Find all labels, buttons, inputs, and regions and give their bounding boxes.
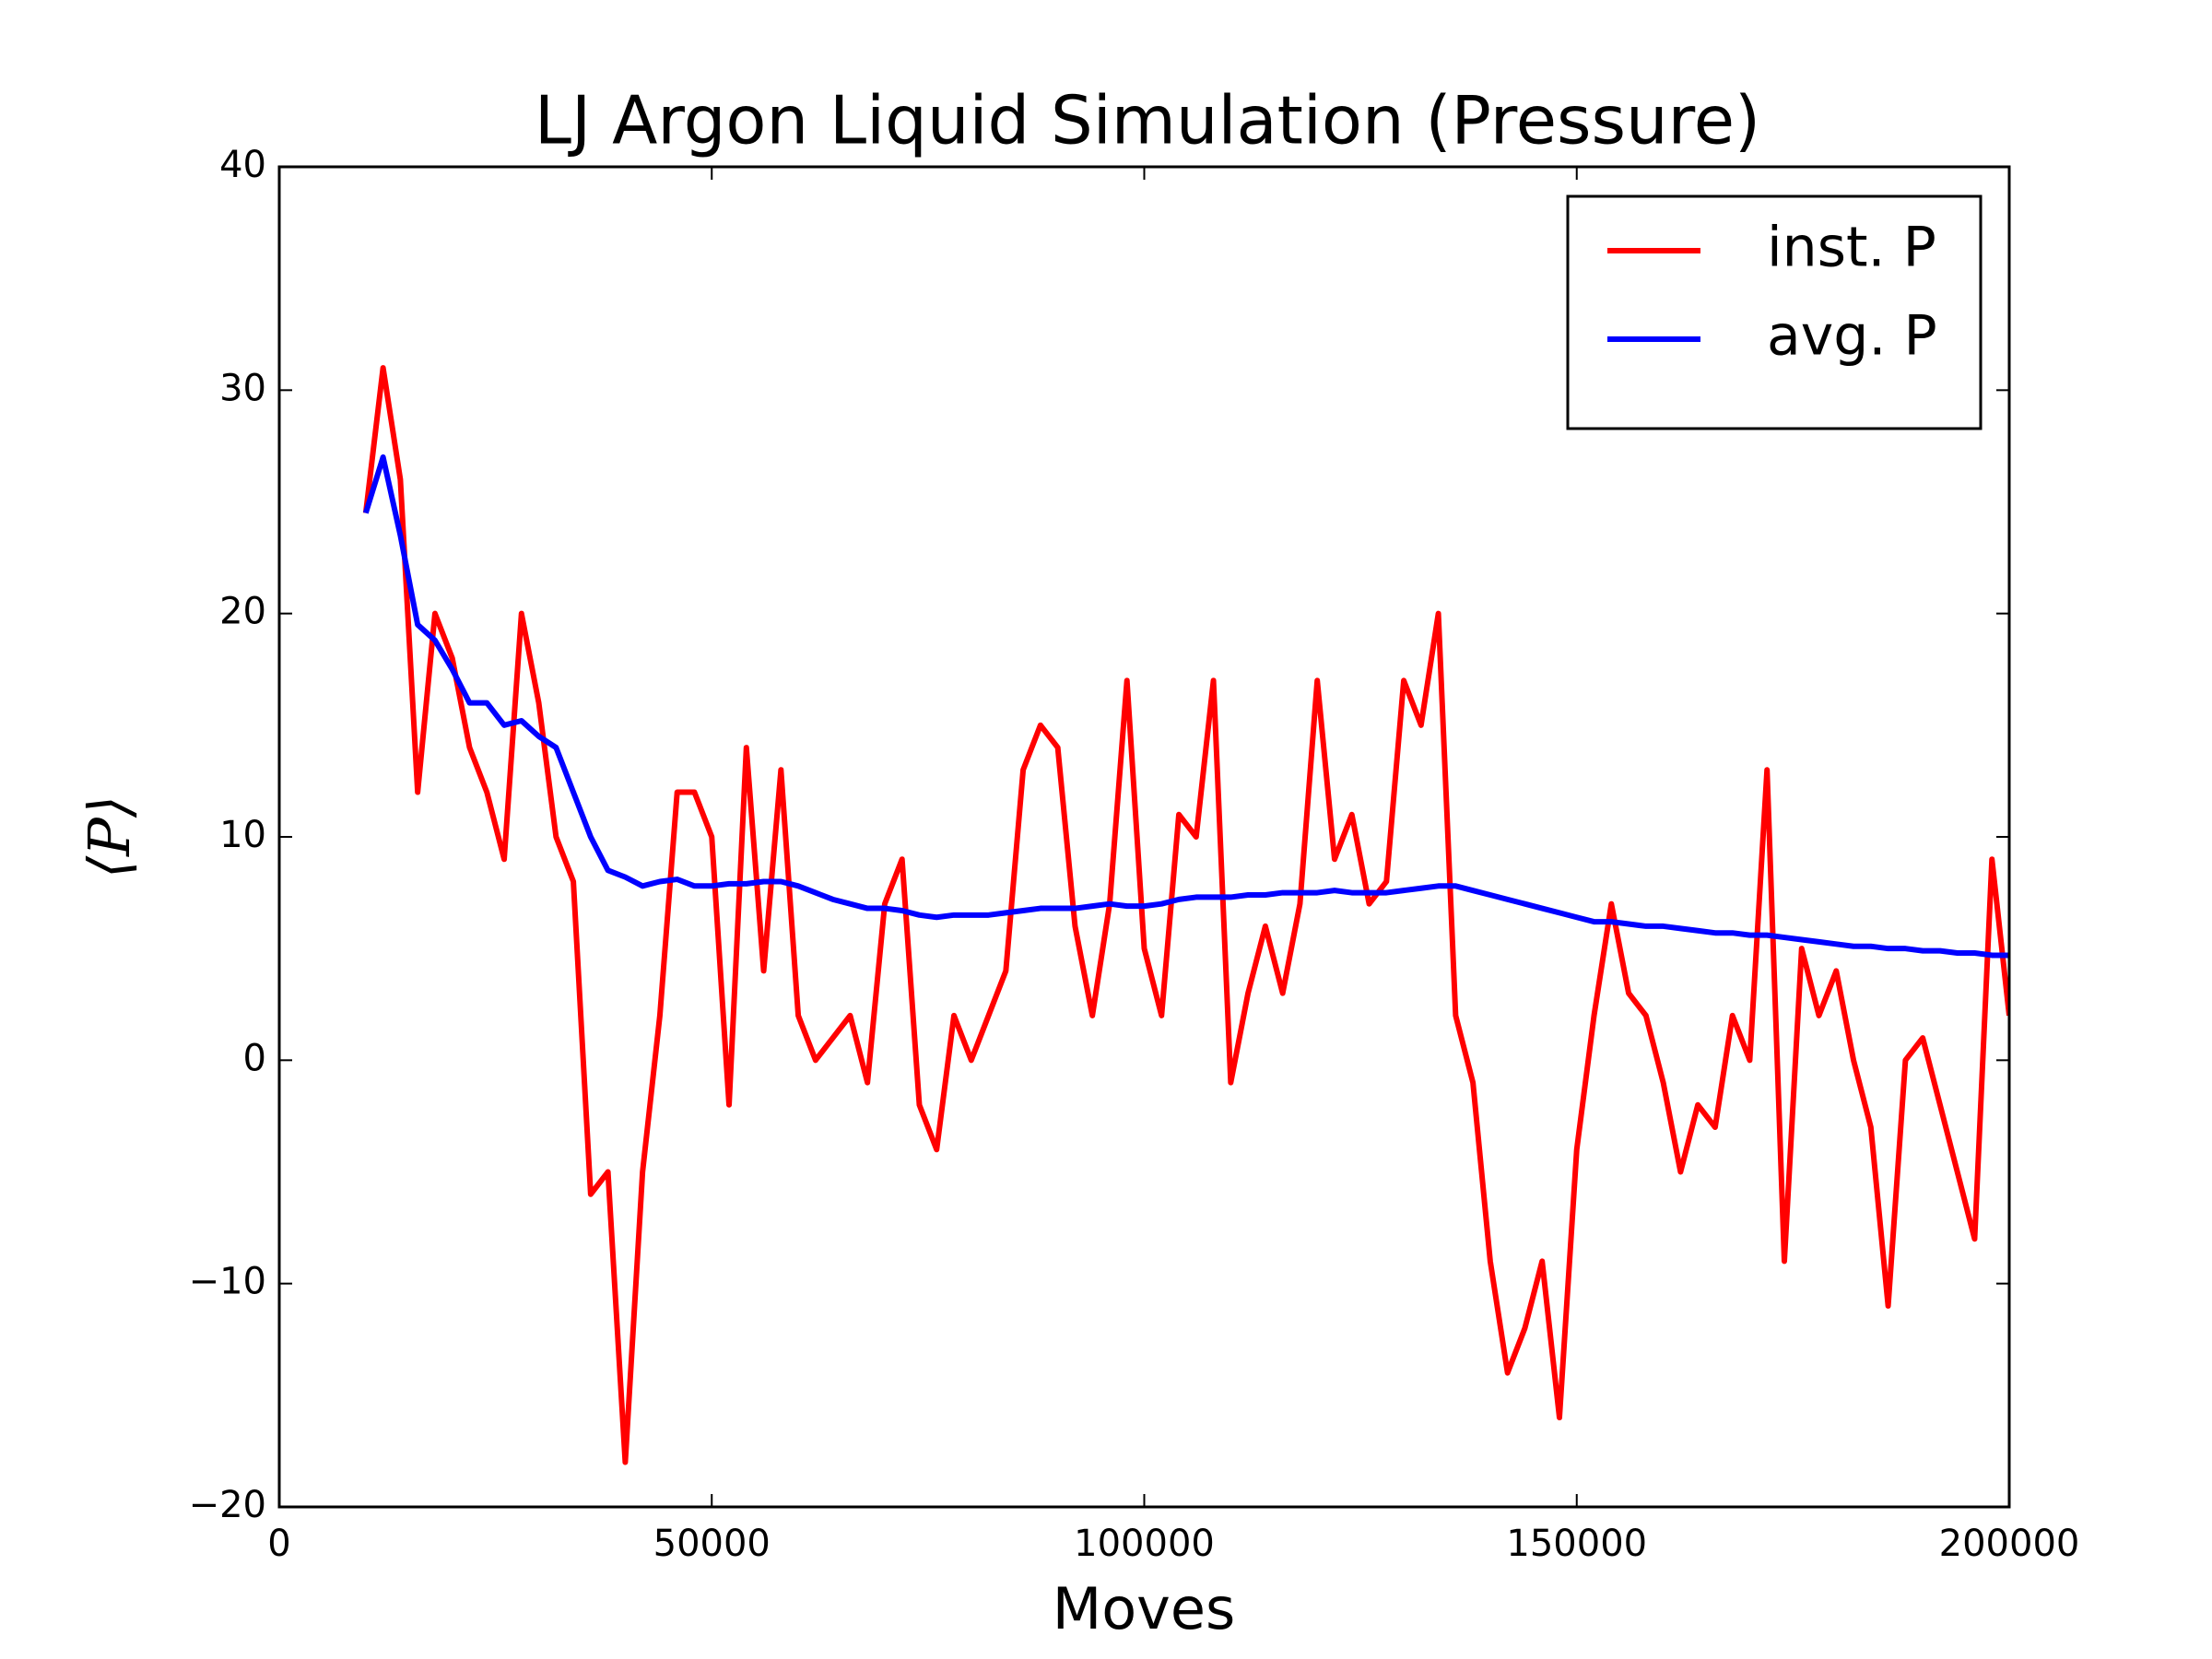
- y-axis-label: ⟨P⟩: [76, 795, 143, 878]
- y-tick-label: 20: [219, 591, 266, 633]
- legend-box: [1566, 194, 1983, 430]
- x-tick-label: 200000: [1939, 1523, 2080, 1565]
- x-tick-label: 100000: [1074, 1523, 1215, 1565]
- y-tick-label: 30: [219, 367, 266, 409]
- x-axis-label: Moves: [1053, 1575, 1236, 1642]
- x-tick-label: 0: [267, 1523, 290, 1565]
- legend-label: inst. P: [1767, 216, 1936, 280]
- y-tick-label: 40: [219, 144, 266, 186]
- x-tick-label: 150000: [1506, 1523, 1647, 1565]
- chart-title: LJ Argon Liquid Simulation (Pressure): [535, 82, 1760, 159]
- y-tick-label: 0: [243, 1037, 266, 1079]
- y-tick-label: −10: [189, 1261, 266, 1303]
- data-line: [362, 454, 2009, 959]
- legend-label: avg. P: [1767, 304, 1937, 369]
- y-tick-label: 10: [219, 814, 266, 856]
- x-tick-label: 50000: [653, 1523, 771, 1565]
- y-tick-label: −20: [189, 1484, 266, 1526]
- data-line: [362, 365, 2009, 1465]
